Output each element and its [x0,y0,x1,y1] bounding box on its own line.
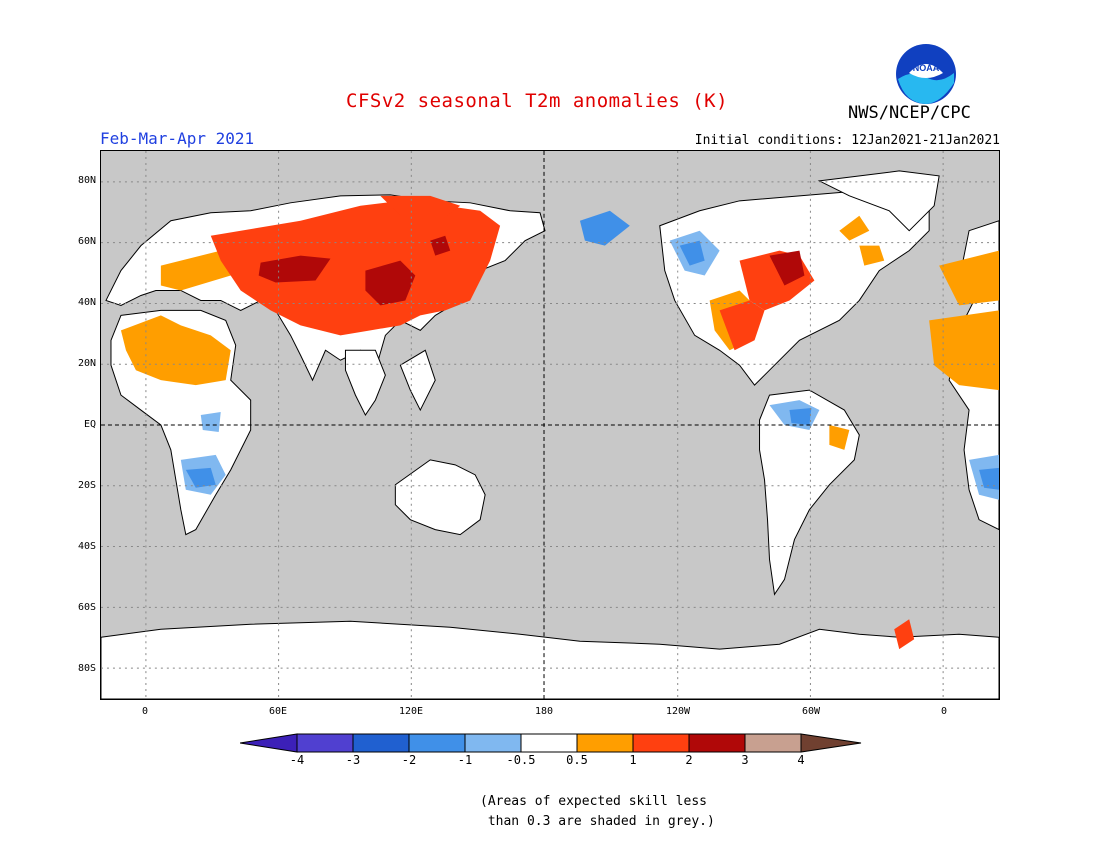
colorbar-swatch [576,733,634,753]
lat-label: EQ [83,419,96,430]
colorbar-arrow-high [800,733,862,753]
lon-label: 60W [801,706,821,717]
colorbar-tick: 2 [685,753,693,767]
india-landmass [344,349,386,417]
australia-landmass [394,459,486,536]
colorbar-arrow-low [240,733,298,753]
colorbar-tick: -4 [289,753,305,767]
colorbar-tick: -2 [401,753,417,767]
se-asia-landmass [399,349,436,412]
colorbar-swatch [352,733,410,753]
colorbar-swatch [296,733,354,753]
graticule [101,151,999,699]
lon-label: 0 [940,706,948,717]
initial-conditions: Initial conditions: 12Jan2021-21Jan2021 [694,133,1000,148]
greenland-landmass [817,170,940,232]
lat-label: 20S [77,480,96,491]
skill-note-line: (Areas of expected skill less [480,794,707,809]
skill-note-line: than 0.3 are shaded in grey.) [480,814,715,829]
lat-label: 60S [77,602,96,613]
colorbar-tick: 0.5 [566,753,588,767]
map-title: CFSv2 seasonal T2m anomalies (K) [346,90,729,112]
lat-label: 40N [77,297,96,308]
logo-text: NOAA [913,63,940,73]
lon-label: 120E [398,706,424,717]
lat-label: 20N [77,358,96,369]
lon-label: 180 [534,706,554,717]
colorbar-swatch [408,733,466,753]
lon-label: 60E [268,706,288,717]
lat-label: 40S [77,541,96,552]
anomaly-shading [120,195,999,650]
color-bar [240,733,862,753]
lon-label: 120W [665,706,691,717]
lon-label: 0 [141,706,149,717]
colorbar-tick: 3 [741,753,749,767]
colorbar-swatch [688,733,746,753]
reference-lines [101,151,999,699]
colorbar-swatch [520,733,578,753]
colorbar-swatch [464,733,522,753]
skill-note: (Areas of expected skill less than 0.3 a… [480,792,715,832]
colorbar-swatch [744,733,802,753]
lat-label: 60N [77,236,96,247]
lat-label: 80S [77,663,96,674]
anomaly-map [100,150,1000,700]
colorbar-tick: 1 [629,753,637,767]
colorbar-tick: -3 [345,753,361,767]
noaa-logo: NOAA [896,44,956,104]
colorbar-tick: -1 [457,753,473,767]
colorbar-tick: -0.5 [506,753,536,767]
forecast-period: Feb-Mar-Apr 2021 [100,129,255,148]
colorbar-swatch [632,733,690,753]
lat-label: 80N [77,175,96,186]
colorbar-tick: 4 [797,753,805,767]
antarctica-landmass [101,620,999,699]
agency-label: NWS/NCEP/CPC [848,103,971,123]
